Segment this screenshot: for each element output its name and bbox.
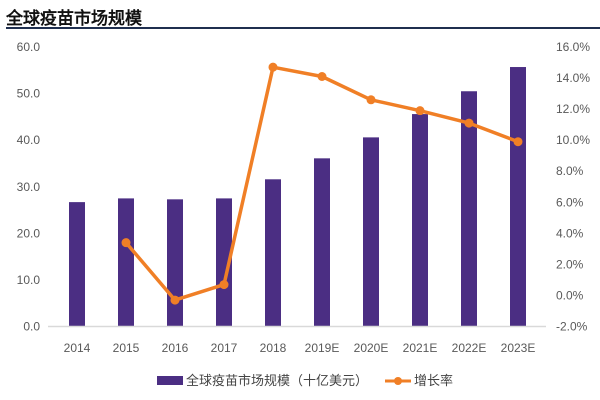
y-right-tick: 2.0% [556,257,584,271]
x-tick: 2014 [64,341,91,355]
bar-2017 [216,198,232,327]
bar-2021E [412,114,428,327]
bar-2016 [167,199,183,327]
growth-point-2018 [268,62,278,72]
growth-point-2023E [513,137,523,147]
y-left-tick: 10.0 [17,273,41,287]
growth-point-2016 [170,295,180,305]
y-left-tick: 0.0 [23,320,40,334]
x-tick: 2021E [403,341,438,355]
y-right-tick: -2.0% [556,320,588,334]
y-right-tick: 14.0% [556,71,590,85]
y-right-tick: 12.0% [556,102,590,116]
y-right-tick: 8.0% [556,164,584,178]
bar-2023E [510,67,526,327]
x-tick: 2019E [305,341,340,355]
bar-2014 [69,202,85,327]
growth-point-2021E [415,106,425,116]
y-right-tick: 10.0% [556,133,590,147]
bar-2015 [118,198,134,327]
legend: 全球疫苗市场规模（十亿美元） 增长率 [157,373,453,389]
x-tick: 2022E [452,341,487,355]
growth-point-2020E [366,95,376,105]
growth-point-2022E [464,118,474,128]
bar-2018 [265,179,281,327]
y-left-tick: 20.0 [17,226,41,240]
bar-2022E [461,91,477,327]
x-tick: 2018 [260,341,287,355]
legend-label-growth-rate: 增长率 [414,373,453,389]
chart-title: 全球疫苗市场规模 [6,9,142,29]
y-right-tick: 0.0% [556,288,584,302]
x-tick: 2016 [162,341,189,355]
y-left-tick: 60.0 [17,40,41,54]
bar-2019E [314,158,330,327]
legend-bar-swatch [157,376,183,385]
bar-2020E [363,137,379,327]
x-tick: 2017 [211,341,238,355]
y-right-tick: 16.0% [556,40,590,54]
growth-point-2019E [317,72,327,82]
legend-line-marker [394,377,402,385]
y-right-tick: 4.0% [556,226,584,240]
growth-point-2015 [121,238,131,248]
y-left-tick: 30.0 [17,180,41,194]
x-tick: 2015 [113,341,140,355]
x-tick: 2023E [501,341,536,355]
y-left-tick: 50.0 [17,87,41,101]
y-left-tick: 40.0 [17,133,41,147]
x-tick: 2020E [354,341,389,355]
growth-point-2017 [219,280,229,290]
title-underline [6,27,600,29]
legend-label-market-size: 全球疫苗市场规模（十亿美元） [186,373,368,389]
y-right-tick: 6.0% [556,195,584,209]
